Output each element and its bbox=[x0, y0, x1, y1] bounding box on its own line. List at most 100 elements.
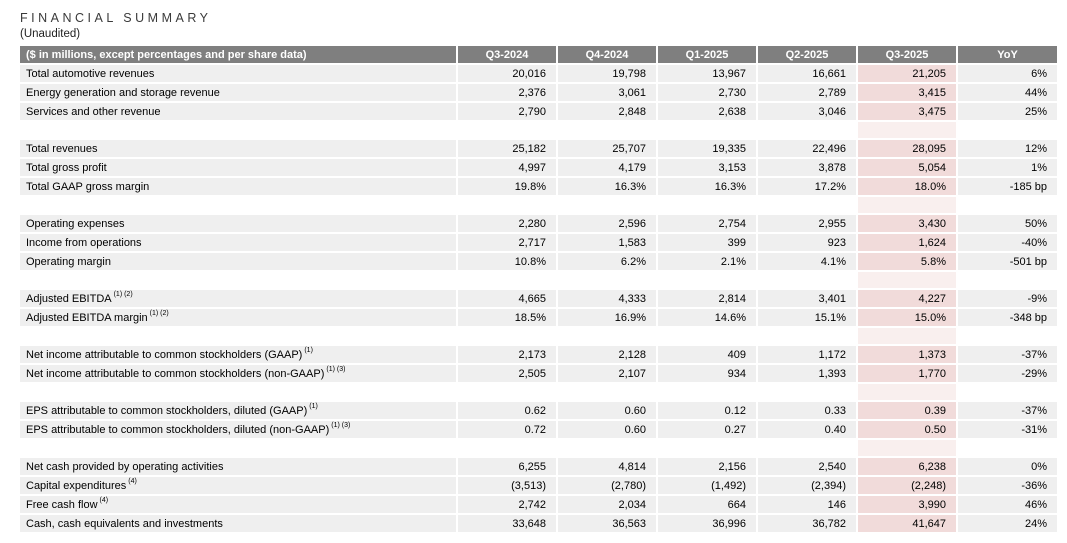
value-cell: 0.40 bbox=[756, 421, 856, 438]
yoy-cell: 44% bbox=[956, 84, 1057, 101]
footnote-superscript: (1) (3) bbox=[326, 366, 346, 373]
footnote-superscript: (1) (3) bbox=[331, 422, 351, 429]
row-label: Services and other revenue bbox=[20, 103, 456, 120]
value-cell: 25,182 bbox=[456, 140, 556, 157]
row-label: Income from operations bbox=[20, 234, 456, 251]
row-label: Operating margin bbox=[20, 253, 456, 270]
value-cell: 33,648 bbox=[456, 515, 556, 532]
value-cell: 1,373 bbox=[856, 346, 956, 363]
value-cell: 2,955 bbox=[756, 215, 856, 232]
value-cell: 399 bbox=[656, 234, 756, 251]
value-cell: 4,179 bbox=[556, 159, 656, 176]
value-cell: 2,717 bbox=[456, 234, 556, 251]
value-cell: 2,280 bbox=[456, 215, 556, 232]
value-cell: 13,967 bbox=[656, 65, 756, 82]
yoy-cell: 24% bbox=[956, 515, 1057, 532]
value-cell: 934 bbox=[656, 365, 756, 382]
value-cell: 2,638 bbox=[656, 103, 756, 120]
value-cell: 17.2% bbox=[756, 178, 856, 195]
column-header-q1-2025: Q1-2025 bbox=[656, 46, 756, 63]
yoy-cell: 6% bbox=[956, 65, 1057, 82]
value-cell: 0.39 bbox=[856, 402, 956, 419]
value-cell: 19,335 bbox=[656, 140, 756, 157]
column-header-q3-2025: Q3-2025 bbox=[856, 46, 956, 63]
value-cell: 41,647 bbox=[856, 515, 956, 532]
value-cell: 2,789 bbox=[756, 84, 856, 101]
value-cell: 1,624 bbox=[856, 234, 956, 251]
table-row: Adjusted EBITDA margin (1) (2) 18.5% 16.9% 1… bbox=[20, 309, 1057, 326]
footnote-superscript: (1) (2) bbox=[113, 291, 133, 298]
value-cell: 3,475 bbox=[856, 103, 956, 120]
value-cell: 2,790 bbox=[456, 103, 556, 120]
value-cell: 15.0% bbox=[856, 309, 956, 326]
row-label: Total gross profit bbox=[20, 159, 456, 176]
value-cell: 0.60 bbox=[556, 402, 656, 419]
column-header-q4-2024: Q4-2024 bbox=[556, 46, 656, 63]
footnote-superscript: (1) bbox=[304, 347, 313, 354]
footnote-superscript: (1) (2) bbox=[149, 310, 169, 317]
column-header-label: ($ in millions, except percentages and p… bbox=[20, 46, 456, 63]
value-cell: 3,878 bbox=[756, 159, 856, 176]
value-cell: 4,997 bbox=[456, 159, 556, 176]
row-label: Energy generation and storage revenue bbox=[20, 84, 456, 101]
value-cell: 15.1% bbox=[756, 309, 856, 326]
value-cell: (2,394) bbox=[756, 477, 856, 494]
section-spacer bbox=[20, 328, 1057, 344]
document-page: FINANCIAL SUMMARY (Unaudited) ($ in mill… bbox=[20, 11, 1057, 532]
value-cell: 28,095 bbox=[856, 140, 956, 157]
value-cell: 0.12 bbox=[656, 402, 756, 419]
table-body: Total automotive revenues 20,016 19,798 13,… bbox=[20, 65, 1057, 532]
row-label: Free cash flow (4) bbox=[20, 496, 456, 513]
value-cell: 0.72 bbox=[456, 421, 556, 438]
table-row: Total revenues 25,182 25,707 19,335 22,496 28… bbox=[20, 140, 1057, 157]
unaudited-label: (Unaudited) bbox=[20, 28, 81, 40]
table-row: Services and other revenue 2,790 2,848 2,63… bbox=[20, 103, 1057, 120]
value-cell: 36,563 bbox=[556, 515, 656, 532]
table-row: Operating expenses 2,280 2,596 2,754 2,955 3,… bbox=[20, 215, 1057, 232]
table-row: Total automotive revenues 20,016 19,798 13,… bbox=[20, 65, 1057, 82]
table-row: Capital expenditures (4) (3,513) (2,780) (1,… bbox=[20, 477, 1057, 494]
value-cell: 2,128 bbox=[556, 346, 656, 363]
value-cell: 3,046 bbox=[756, 103, 856, 120]
yoy-cell: 0% bbox=[956, 458, 1057, 475]
value-cell: 2,540 bbox=[756, 458, 856, 475]
value-cell: 22,496 bbox=[756, 140, 856, 157]
section-spacer bbox=[20, 440, 1057, 456]
value-cell: 16,661 bbox=[756, 65, 856, 82]
value-cell: 16.9% bbox=[556, 309, 656, 326]
value-cell: 664 bbox=[656, 496, 756, 513]
yoy-cell: 1% bbox=[956, 159, 1057, 176]
yoy-cell: 25% bbox=[956, 103, 1057, 120]
yoy-cell: -348 bp bbox=[956, 309, 1057, 326]
table-row: Net income attributable to common stockh… bbox=[20, 365, 1057, 382]
yoy-cell: 46% bbox=[956, 496, 1057, 513]
value-cell: 409 bbox=[656, 346, 756, 363]
table-row: Total GAAP gross margin 19.8% 16.3% 16.3% 17… bbox=[20, 178, 1057, 195]
row-label: Cash, cash equivalents and investments bbox=[20, 515, 456, 532]
value-cell: 2,848 bbox=[556, 103, 656, 120]
value-cell: 1,770 bbox=[856, 365, 956, 382]
table-row: Net cash provided by operating activitie… bbox=[20, 458, 1057, 475]
yoy-cell: -37% bbox=[956, 402, 1057, 419]
row-label: Total GAAP gross margin bbox=[20, 178, 456, 195]
value-cell: 14.6% bbox=[656, 309, 756, 326]
table-row: Net income attributable to common stockh… bbox=[20, 346, 1057, 363]
value-cell: 25,707 bbox=[556, 140, 656, 157]
value-cell: 3,430 bbox=[856, 215, 956, 232]
row-label: Net cash provided by operating activitie… bbox=[20, 458, 456, 475]
yoy-cell: 12% bbox=[956, 140, 1057, 157]
value-cell: 2,505 bbox=[456, 365, 556, 382]
value-cell: 0.33 bbox=[756, 402, 856, 419]
value-cell: 19,798 bbox=[556, 65, 656, 82]
row-label: Operating expenses bbox=[20, 215, 456, 232]
value-cell: 36,996 bbox=[656, 515, 756, 532]
value-cell: 0.50 bbox=[856, 421, 956, 438]
value-cell: (2,780) bbox=[556, 477, 656, 494]
value-cell: 0.62 bbox=[456, 402, 556, 419]
section-spacer bbox=[20, 197, 1057, 213]
value-cell: (3,513) bbox=[456, 477, 556, 494]
yoy-cell: -29% bbox=[956, 365, 1057, 382]
financial-summary-title: FINANCIAL SUMMARY bbox=[20, 11, 212, 25]
yoy-cell: -185 bp bbox=[956, 178, 1057, 195]
value-cell: 4.1% bbox=[756, 253, 856, 270]
